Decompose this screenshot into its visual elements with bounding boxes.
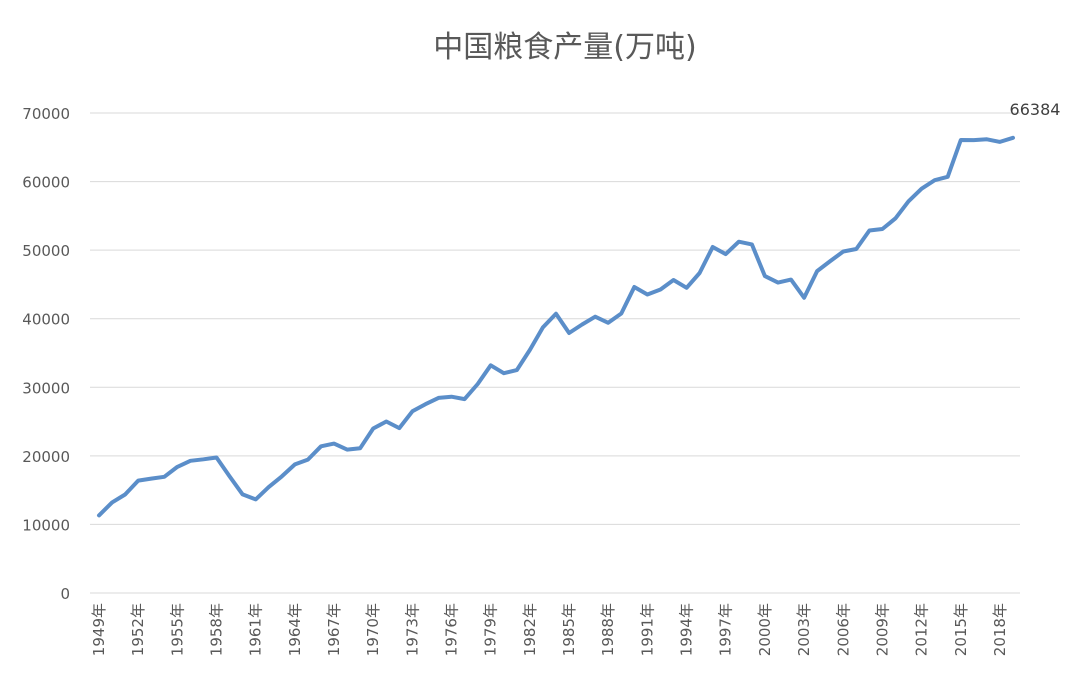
x-tick-label: 1994年: [678, 603, 696, 656]
x-tick-label: 1979年: [482, 603, 500, 656]
y-tick-label: 20000: [22, 448, 70, 466]
x-tick-label: 1958年: [208, 603, 226, 656]
x-tick-label: 1955年: [168, 603, 186, 656]
x-tick-label: 1949年: [90, 603, 108, 656]
chart-title: 中国粮食产量(万吨): [433, 30, 696, 65]
series-line-grain-output: [97, 135, 1015, 518]
y-tick-label: 60000: [22, 174, 70, 192]
x-tick-label: 1985年: [560, 603, 578, 656]
y-tick-label: 70000: [22, 105, 70, 123]
x-tick-label: 2015年: [952, 603, 970, 656]
x-tick-label: 2003年: [795, 603, 813, 656]
y-tick-label: 50000: [22, 242, 70, 260]
x-tick-label: 2009年: [873, 603, 891, 656]
x-tick-label: 2000年: [756, 603, 774, 656]
x-tick-label: 1976年: [443, 603, 461, 656]
data-labels: 66384: [1010, 100, 1061, 119]
x-tick-label: 1991年: [638, 603, 656, 656]
x-tick-label: 1961年: [247, 603, 265, 656]
x-tick-label: 1952年: [129, 603, 147, 656]
x-tick-label: 1970年: [364, 603, 382, 656]
x-tick-label: 1982年: [521, 603, 539, 656]
x-tick-label: 2006年: [834, 603, 852, 656]
x-axis-tick-labels: 1949年 1952年 1955年 1958年 1961年 1964年 1967年 1970年…: [90, 603, 1009, 656]
x-tick-label: 2012年: [913, 603, 931, 656]
x-tick-label: 1997年: [717, 603, 735, 656]
x-tick-label: 1964年: [286, 603, 304, 656]
x-tick-label: 1988年: [599, 603, 617, 656]
x-tick-label: 2018年: [991, 603, 1009, 656]
x-tick-label: 1967年: [325, 603, 343, 656]
x-tick-label: 1973年: [403, 603, 421, 656]
gridlines: [90, 112, 1020, 594]
y-tick-label: 40000: [22, 311, 70, 329]
y-tick-label: 10000: [22, 516, 70, 534]
y-axis-tick-labels: 0 10000 20000 30000 40000 50000 60000 70000: [22, 105, 70, 603]
data-label: 66384: [1010, 100, 1061, 119]
y-tick-label: 30000: [22, 379, 70, 397]
y-tick-label: 0: [60, 585, 70, 603]
